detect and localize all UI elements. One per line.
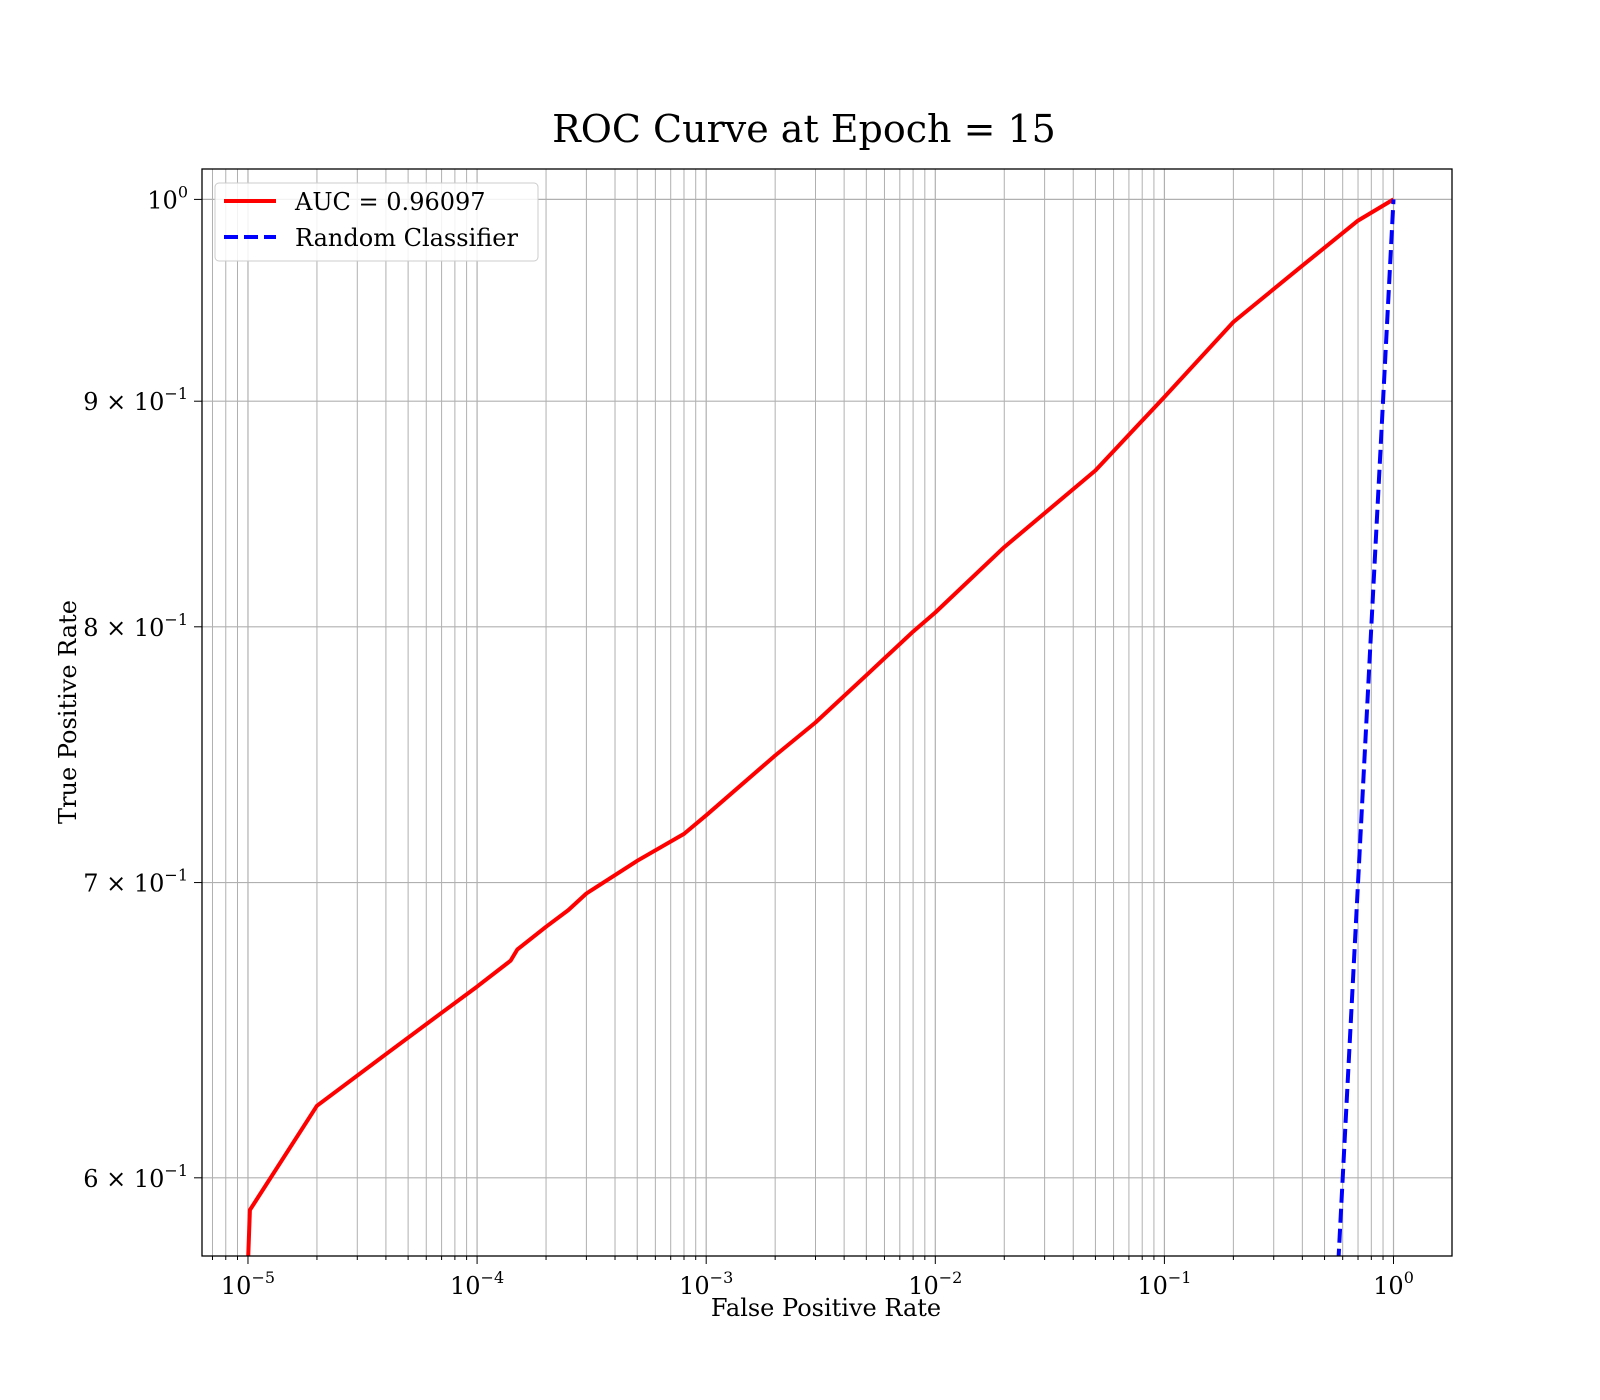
legend-label-random: Random Classifier bbox=[295, 224, 518, 252]
y-tick-label: 8 × 10−1 bbox=[83, 610, 188, 642]
legend-box bbox=[214, 182, 539, 262]
x-tick-label: 10−4 bbox=[450, 1268, 504, 1300]
chart-title: ROC Curve at Epoch = 15 bbox=[552, 107, 1056, 151]
y-tick-exponent: −1 bbox=[164, 384, 188, 403]
y-tick-exponent: −1 bbox=[164, 1161, 188, 1180]
roc-curve-line bbox=[246, 197, 1395, 1256]
x-tick-exponent: −5 bbox=[251, 1268, 275, 1287]
y-axis-ticks: 100 9 × 10−1 8 × 10−1 7 × 10−1 6 × 10−1 bbox=[83, 182, 202, 1193]
y-tick-label: 100 bbox=[147, 182, 188, 214]
legend-label-auc: AUC = 0.96097 bbox=[294, 188, 486, 216]
x-tick-exponent: 0 bbox=[1404, 1268, 1414, 1287]
y-tick-label: 7 × 10−1 bbox=[83, 866, 188, 898]
series-layer bbox=[246, 197, 1396, 1256]
x-tick-label: 10−3 bbox=[679, 1268, 733, 1300]
x-tick-exponent: −2 bbox=[939, 1268, 963, 1287]
legend: AUC = 0.96097 Random Classifier bbox=[214, 182, 539, 262]
y-axis-label: True Positive Rate bbox=[54, 600, 82, 824]
y-tick-exponent: 0 bbox=[178, 182, 188, 201]
y-tick-label: 6 × 10−1 bbox=[83, 1161, 188, 1193]
grid-lines bbox=[202, 169, 1452, 1256]
y-tick-exponent: −1 bbox=[164, 610, 188, 629]
x-axis-label: False Positive Rate bbox=[711, 1294, 941, 1322]
random-classifier-line bbox=[1336, 199, 1396, 1256]
x-tick-exponent: −3 bbox=[710, 1268, 734, 1287]
plot-frame bbox=[201, 168, 1453, 1257]
x-tick-label: 100 bbox=[1373, 1268, 1414, 1300]
x-tick-exponent: −1 bbox=[1168, 1268, 1192, 1287]
y-tick-label: 9 × 10−1 bbox=[83, 384, 188, 416]
x-tick-exponent: −4 bbox=[481, 1268, 505, 1287]
x-tick-label: 10−5 bbox=[221, 1268, 275, 1300]
y-tick-exponent: −1 bbox=[164, 866, 188, 885]
x-tick-label: 10−1 bbox=[1137, 1268, 1191, 1300]
